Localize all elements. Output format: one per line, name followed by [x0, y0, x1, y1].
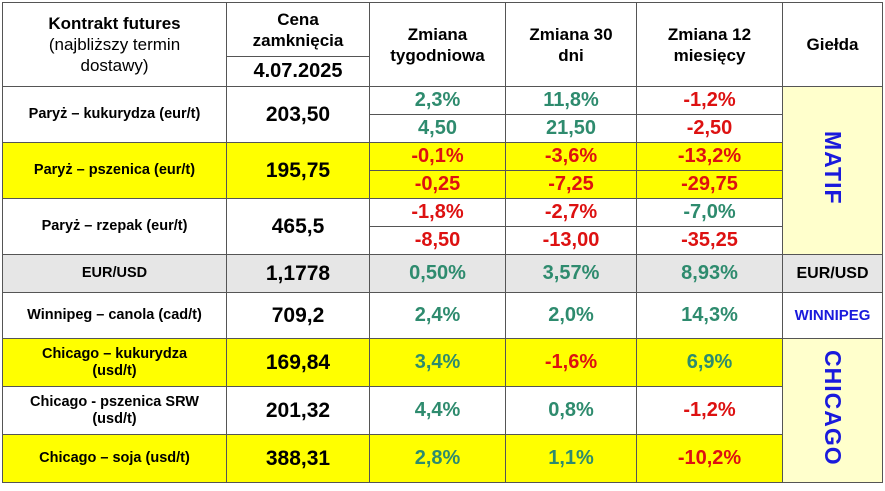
price-eurusd: 1,1778: [226, 254, 370, 293]
monthly-pct-paris-rapeseed: -2,7%: [505, 198, 637, 227]
row-name-winnipeg: Winnipeg – canola (cad/t): [2, 292, 227, 339]
yearly-pct-paris-rapeseed: -7,0%: [636, 198, 783, 227]
exchange-matif: MATIF: [820, 131, 846, 205]
monthly-abs-paris-corn: 21,50: [505, 114, 637, 143]
header-12month-change: Zmiana 12 miesięcy: [636, 2, 783, 87]
weekly-abs-paris-wheat: -0,25: [369, 170, 506, 199]
yearly-abs-paris-rapeseed: -35,25: [636, 226, 783, 255]
row-name-paris-corn: Paryż – kukurydza (eur/t): [2, 86, 227, 143]
row-name-chicago-wheat: Chicago - pszenica SRW (usd/t): [2, 386, 227, 435]
price-winnipeg: 709,2: [226, 292, 370, 339]
monthly-abs-paris-rapeseed: -13,00: [505, 226, 637, 255]
weekly-pct-paris-rapeseed: -1,8%: [369, 198, 506, 227]
weekly-chicago-wheat: 4,4%: [369, 386, 506, 435]
exchange-winnipeg: WINNIPEG: [782, 292, 883, 339]
yearly-chicago-wheat: -1,2%: [636, 386, 783, 435]
price-paris-wheat: 195,75: [226, 142, 370, 199]
monthly-abs-paris-wheat: -7,25: [505, 170, 637, 199]
row-name-eurusd: EUR/USD: [2, 254, 227, 293]
weekly-winnipeg: 2,4%: [369, 292, 506, 339]
exchange-matif-cell: MATIF: [782, 86, 883, 255]
exchange-chicago: CHICAGO: [820, 350, 846, 466]
weekly-pct-paris-corn: 2,3%: [369, 86, 506, 115]
header-close-price: Cena zamknięcia: [226, 2, 370, 57]
weekly-eurusd: 0,50%: [369, 254, 506, 293]
monthly-chicago-wheat: 0,8%: [505, 386, 637, 435]
row-name-chicago-corn: Chicago – kukurydza (usd/t): [2, 338, 227, 387]
futures-table: Kontrakt futures (najbliższy termin dost…: [2, 2, 883, 483]
price-chicago-corn: 169,84: [226, 338, 370, 387]
exchange-eurusd: EUR/USD: [782, 254, 883, 293]
yearly-chicago-corn: 6,9%: [636, 338, 783, 387]
weekly-chicago-corn: 3,4%: [369, 338, 506, 387]
yearly-abs-paris-corn: -2,50: [636, 114, 783, 143]
price-chicago-wheat: 201,32: [226, 386, 370, 435]
yearly-abs-paris-wheat: -29,75: [636, 170, 783, 199]
yearly-winnipeg: 14,3%: [636, 292, 783, 339]
monthly-pct-paris-wheat: -3,6%: [505, 142, 637, 171]
monthly-pct-paris-corn: 11,8%: [505, 86, 637, 115]
monthly-eurusd: 3,57%: [505, 254, 637, 293]
header-contract-title: Kontrakt futures: [48, 14, 181, 33]
monthly-chicago-soy: 1,1%: [505, 434, 637, 483]
header-contract-sub: (najbliższy termin dostawy): [48, 35, 181, 75]
price-paris-corn: 203,50: [226, 86, 370, 143]
price-chicago-soy: 388,31: [226, 434, 370, 483]
header-contract: Kontrakt futures (najbliższy termin dost…: [2, 2, 227, 87]
header-date: 4.07.2025: [226, 56, 370, 87]
weekly-pct-paris-wheat: -0,1%: [369, 142, 506, 171]
row-name-paris-rapeseed: Paryż – rzepak (eur/t): [2, 198, 227, 255]
exchange-chicago-cell: CHICAGO: [782, 338, 883, 483]
yearly-chicago-soy: -10,2%: [636, 434, 783, 483]
monthly-chicago-corn: -1,6%: [505, 338, 637, 387]
weekly-abs-paris-rapeseed: -8,50: [369, 226, 506, 255]
row-name-chicago-soy: Chicago – soja (usd/t): [2, 434, 227, 483]
header-weekly-change: Zmiana tygodniowa: [369, 2, 506, 87]
header-30day-change: Zmiana 30 dni: [505, 2, 637, 87]
monthly-winnipeg: 2,0%: [505, 292, 637, 339]
weekly-abs-paris-corn: 4,50: [369, 114, 506, 143]
yearly-pct-paris-wheat: -13,2%: [636, 142, 783, 171]
yearly-pct-paris-corn: -1,2%: [636, 86, 783, 115]
price-paris-rapeseed: 465,5: [226, 198, 370, 255]
weekly-chicago-soy: 2,8%: [369, 434, 506, 483]
row-name-paris-wheat: Paryż – pszenica (eur/t): [2, 142, 227, 199]
yearly-eurusd: 8,93%: [636, 254, 783, 293]
header-exchange: Giełda: [782, 2, 883, 87]
